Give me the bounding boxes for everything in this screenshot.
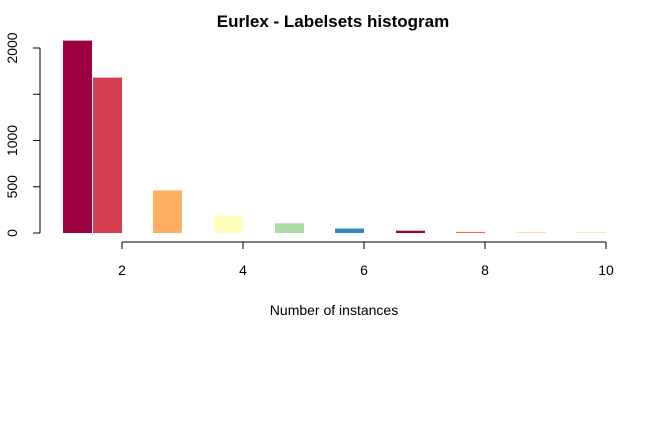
y-axis: 0 500 1000 2000 <box>4 32 41 237</box>
bar-10 <box>577 232 606 233</box>
x-tick-label-4: 4 <box>239 262 247 278</box>
x-tick-label-8: 8 <box>481 262 489 278</box>
x-tick-label-2: 2 <box>118 262 126 278</box>
y-tick-label-500: 500 <box>4 175 20 199</box>
bar-4 <box>214 215 243 233</box>
x-axis: 2 4 6 8 10 <box>118 241 614 278</box>
bar-8 <box>456 231 485 233</box>
bar-6 <box>335 228 364 233</box>
bar-2 <box>93 77 122 233</box>
bar-1 <box>63 40 92 233</box>
x-tick-label-6: 6 <box>360 262 368 278</box>
bar-7 <box>396 230 425 233</box>
x-axis-label: Number of instances <box>270 302 398 318</box>
bar-3 <box>153 190 182 233</box>
x-tick-label-10: 10 <box>598 262 614 278</box>
y-tick-label-2000: 2000 <box>4 32 20 63</box>
chart-title: Eurlex - Labelsets histogram <box>217 12 449 31</box>
bars-group <box>63 40 606 233</box>
bar-5 <box>275 223 304 233</box>
y-tick-label-1000: 1000 <box>4 125 20 156</box>
y-tick-label-0: 0 <box>4 229 20 237</box>
bar-9 <box>517 232 546 233</box>
